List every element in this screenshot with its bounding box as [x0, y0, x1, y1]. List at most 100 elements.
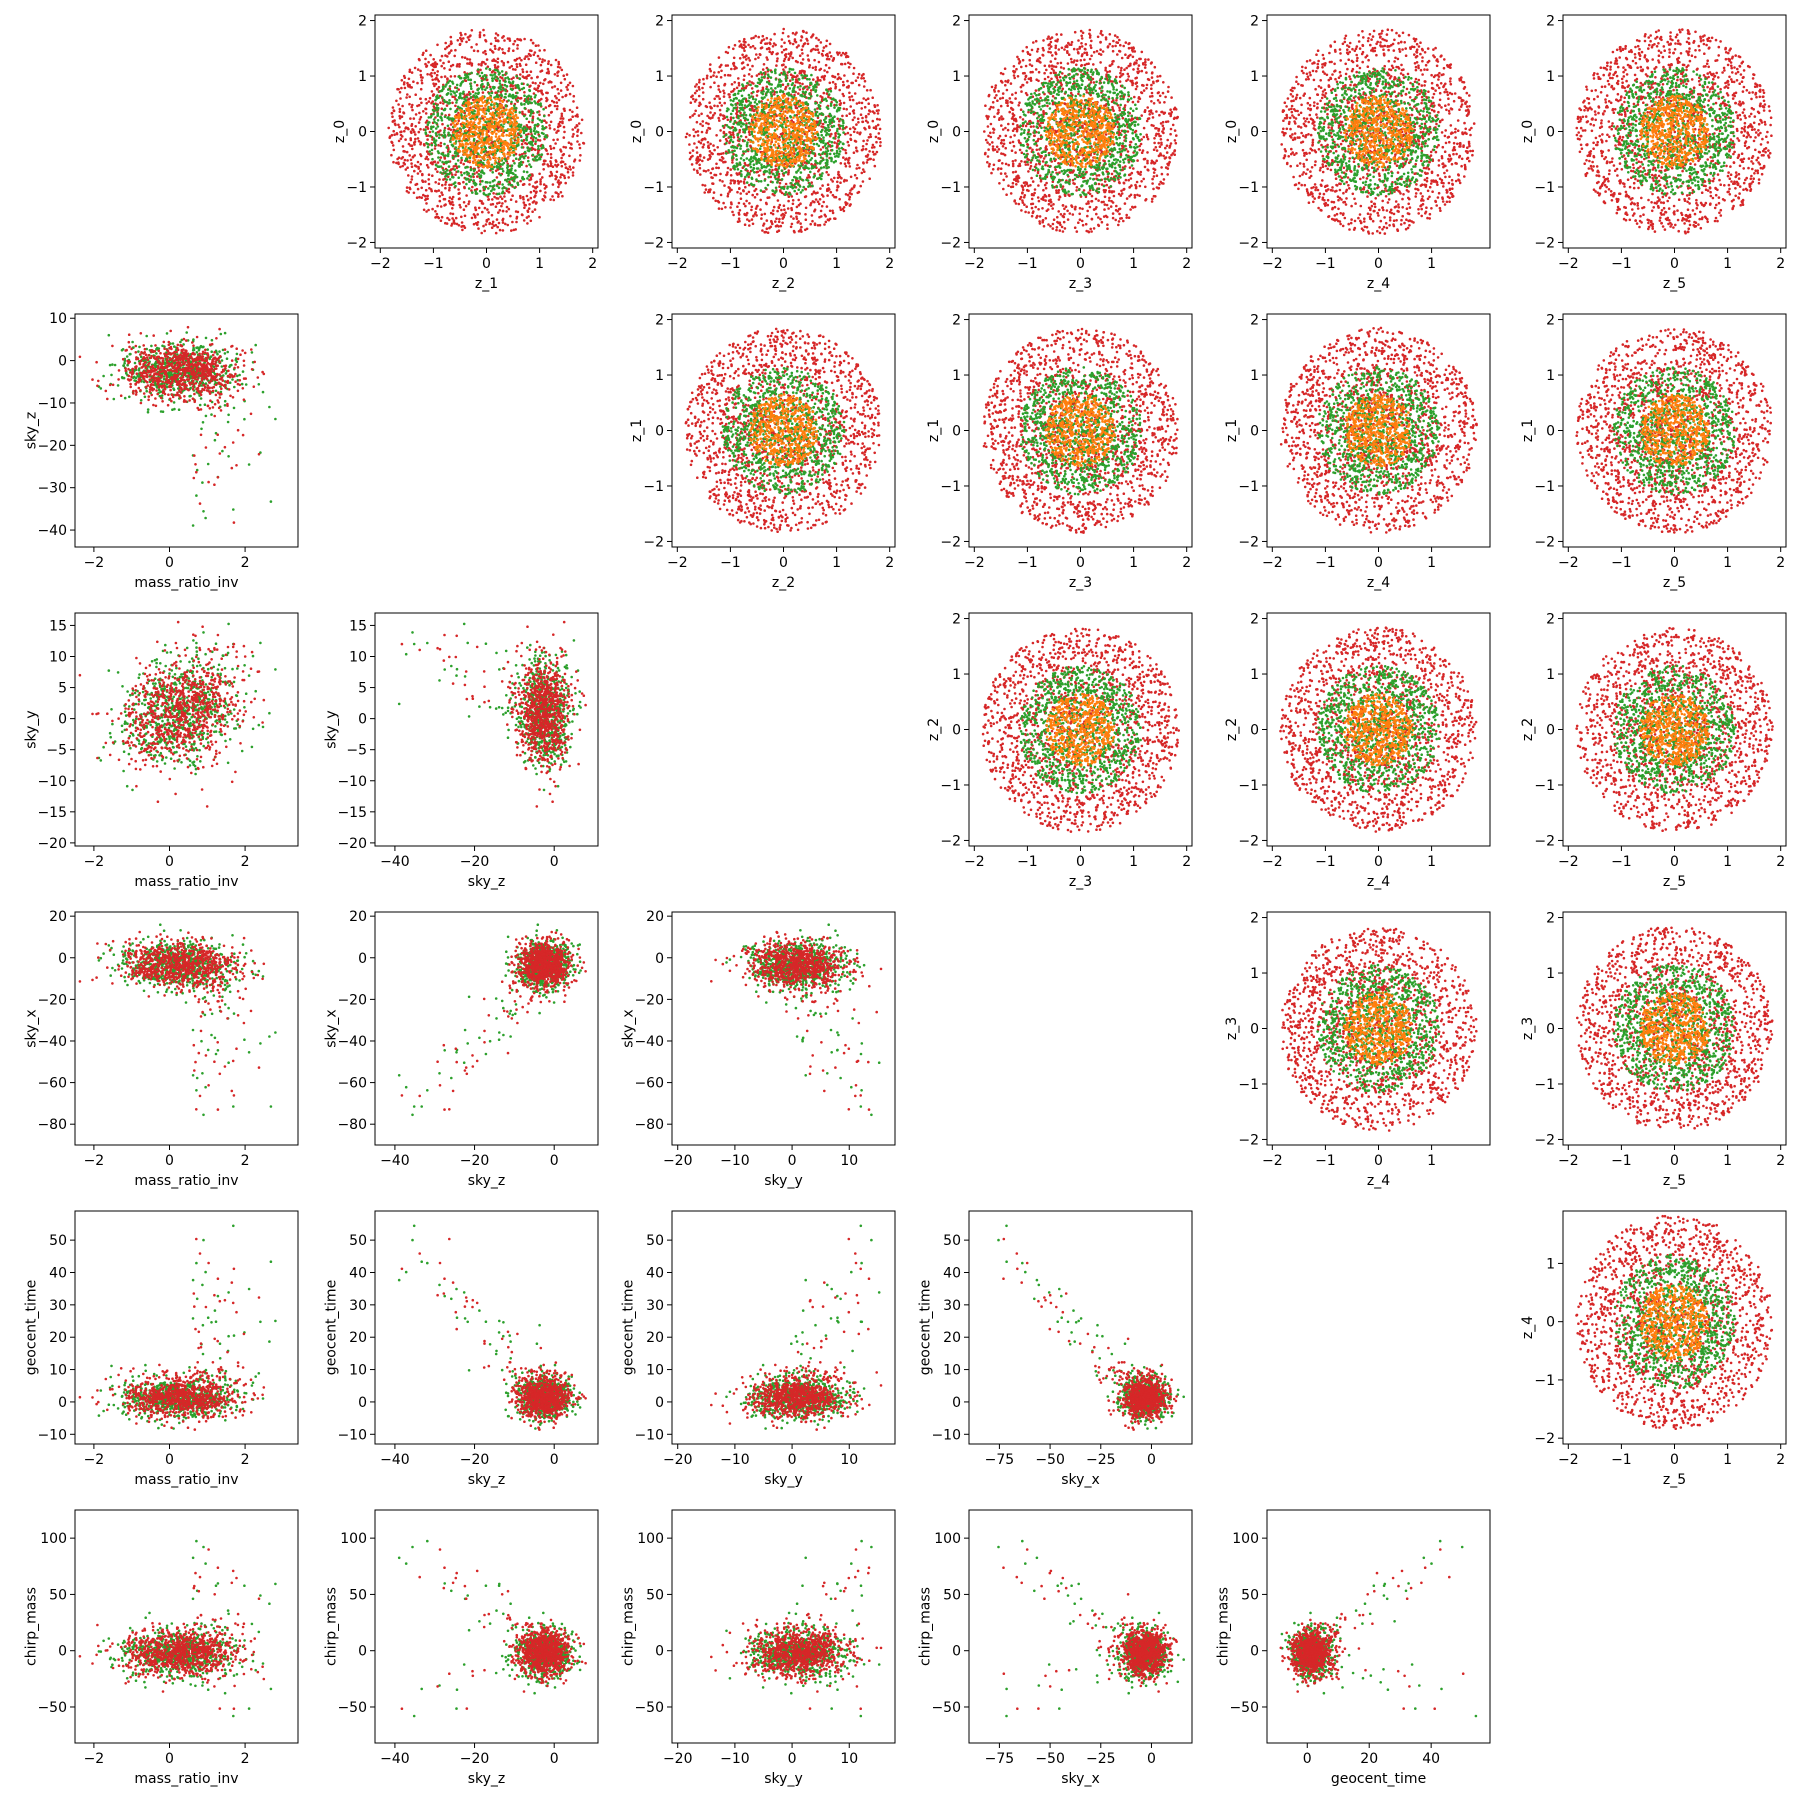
point-middle: [813, 143, 816, 146]
point-outer: [482, 225, 485, 228]
point-middle: [481, 83, 484, 86]
point-middle: [729, 135, 732, 138]
point-outer: [847, 55, 850, 58]
point-outer: [742, 61, 745, 64]
point-outer: [440, 205, 443, 208]
point-middle: [524, 107, 527, 110]
point-outer: [424, 180, 427, 183]
point-outer: [727, 119, 730, 122]
point-outer: [864, 106, 867, 109]
point-inner: [455, 116, 458, 119]
point-outer: [528, 121, 531, 124]
point-inner: [471, 109, 474, 112]
point-outer: [561, 96, 564, 99]
point-outer: [398, 156, 401, 159]
point-outer: [744, 186, 747, 189]
point-outer: [462, 181, 465, 184]
point-inner: [486, 153, 489, 156]
point-middle: [537, 147, 540, 150]
point-outer: [795, 41, 798, 44]
point-outer: [461, 56, 464, 59]
point-outer: [539, 139, 542, 142]
point-outer: [728, 131, 731, 134]
point-outer: [559, 176, 562, 179]
point-inner: [477, 103, 480, 106]
point-outer: [763, 38, 766, 41]
point-middle: [521, 82, 524, 85]
point-middle: [814, 166, 817, 169]
point-outer: [764, 213, 767, 216]
point-outer: [782, 174, 785, 177]
point-outer: [425, 102, 428, 105]
point-outer: [516, 44, 519, 47]
point-outer: [867, 102, 870, 105]
point-outer: [855, 167, 858, 170]
point-inner: [501, 116, 504, 119]
point-inner: [494, 162, 497, 165]
point-outer: [508, 188, 511, 191]
point-outer: [419, 163, 422, 166]
point-middle: [491, 92, 494, 95]
point-middle: [481, 72, 484, 75]
point-outer: [563, 136, 566, 139]
point-outer: [717, 85, 720, 88]
point-middle: [449, 102, 452, 105]
point-outer: [835, 196, 838, 199]
point-outer: [727, 52, 730, 55]
point-outer: [478, 63, 481, 66]
point-outer: [563, 131, 566, 134]
point-inner: [477, 159, 480, 162]
point-inner: [499, 150, 502, 153]
point-middle: [749, 163, 752, 166]
point-outer: [822, 195, 825, 198]
point-outer: [859, 185, 862, 188]
point-outer: [515, 63, 518, 66]
point-outer: [496, 176, 499, 179]
point-outer: [408, 78, 411, 81]
point-outer: [745, 200, 748, 203]
point-middle: [831, 145, 834, 148]
point-outer: [770, 176, 773, 179]
point-outer: [497, 40, 500, 43]
point-inner: [469, 141, 472, 144]
point-outer: [520, 97, 523, 100]
point-outer: [783, 42, 786, 45]
point-middle: [543, 115, 546, 118]
point-outer: [460, 171, 463, 174]
point-outer: [782, 32, 785, 35]
point-outer: [834, 135, 837, 138]
point-outer: [527, 58, 530, 61]
point-outer: [879, 141, 882, 144]
point-outer: [811, 193, 814, 196]
point-inner: [491, 147, 494, 150]
point-middle: [482, 75, 485, 78]
point-inner: [476, 143, 479, 146]
point-outer: [788, 57, 791, 60]
point-outer: [781, 51, 784, 54]
point-middle: [437, 96, 440, 99]
point-outer: [488, 198, 491, 201]
point-outer: [783, 214, 786, 217]
point-outer: [559, 66, 562, 69]
point-outer: [771, 169, 774, 172]
point-inner: [472, 161, 475, 164]
point-middle: [445, 161, 448, 164]
point-middle: [820, 156, 823, 159]
point-inner: [499, 98, 502, 101]
point-middle: [424, 129, 427, 132]
point-outer: [787, 171, 790, 174]
point-outer: [440, 65, 443, 68]
point-outer: [785, 183, 788, 186]
point-outer: [427, 61, 430, 64]
point-outer: [556, 130, 559, 133]
point-inner: [470, 120, 473, 123]
point-outer: [779, 204, 782, 207]
point-middle: [528, 95, 531, 98]
point-inner: [494, 98, 497, 101]
point-outer: [689, 152, 692, 155]
point-middle: [508, 78, 511, 81]
point-outer: [428, 183, 431, 186]
point-middle: [503, 88, 506, 91]
point-outer: [452, 204, 455, 207]
point-middle: [438, 133, 441, 136]
